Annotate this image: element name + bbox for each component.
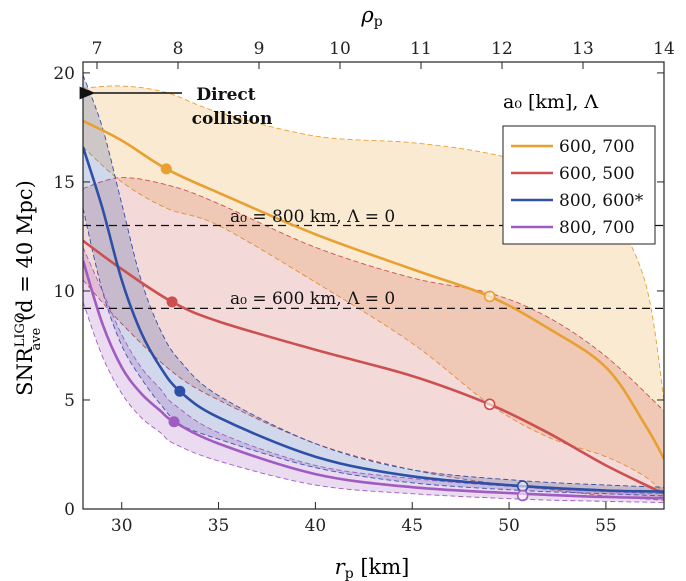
marker-filled-1 xyxy=(167,296,178,307)
marker-filled-3 xyxy=(169,416,180,427)
marker-open-1 xyxy=(485,399,495,409)
top-tick-label: 10 xyxy=(329,39,351,59)
marker-open-3 xyxy=(518,490,528,500)
top-tick-label: 11 xyxy=(410,39,432,59)
top-tick-label: 9 xyxy=(254,39,265,59)
x-tick-label: 40 xyxy=(305,516,327,536)
legend-label-2: 800, 600* xyxy=(559,191,644,211)
x-tick-label: 45 xyxy=(401,516,423,536)
x-tick-label: 50 xyxy=(498,516,520,536)
legend-title: a₀ [km], Λ xyxy=(503,91,598,113)
marker-filled-0 xyxy=(161,163,172,174)
top-axis-label: ρp xyxy=(360,3,382,30)
legend-label-0: 600, 700 xyxy=(559,137,635,157)
y-tick-label: 20 xyxy=(53,64,75,84)
annotation-direct: Direct xyxy=(196,85,255,105)
top-axis-ticks: 7 8 9 10 11 12 13 14 xyxy=(92,39,675,69)
marker-filled-2 xyxy=(174,386,185,397)
x-tick-label: 55 xyxy=(595,516,617,536)
y-tick-label: 10 xyxy=(53,282,75,302)
legend: 600, 700 600, 500 800, 600* 800, 700 xyxy=(503,126,655,244)
x-tick-label: 30 xyxy=(111,516,133,536)
marker-open-0 xyxy=(485,291,495,301)
top-tick-label: 13 xyxy=(572,39,594,59)
x-axis-ticks: 30 35 40 45 50 55 xyxy=(111,502,617,536)
y-tick-label: 5 xyxy=(64,391,75,411)
marker-open-2 xyxy=(518,481,528,491)
ref-line-800-label: a₀ = 800 km, Λ = 0 xyxy=(230,207,395,227)
top-tick-label: 7 xyxy=(92,39,103,59)
ref-line-600-label: a₀ = 600 km, Λ = 0 xyxy=(230,289,395,309)
annotation-collision: collision xyxy=(192,109,273,129)
top-tick-label: 8 xyxy=(173,39,184,59)
x-tick-label: 35 xyxy=(208,516,230,536)
top-tick-label: 14 xyxy=(653,39,675,59)
y-axis-label: SNRLIGOave (d = 40 Mpc) xyxy=(13,180,44,396)
legend-label-3: 800, 700 xyxy=(559,218,635,238)
top-tick-label: 12 xyxy=(491,39,513,59)
x-axis-label: rp [km] xyxy=(335,555,410,581)
legend-label-1: 600, 500 xyxy=(559,164,635,184)
y-tick-label: 15 xyxy=(53,173,75,193)
y-tick-label: 0 xyxy=(64,500,75,520)
